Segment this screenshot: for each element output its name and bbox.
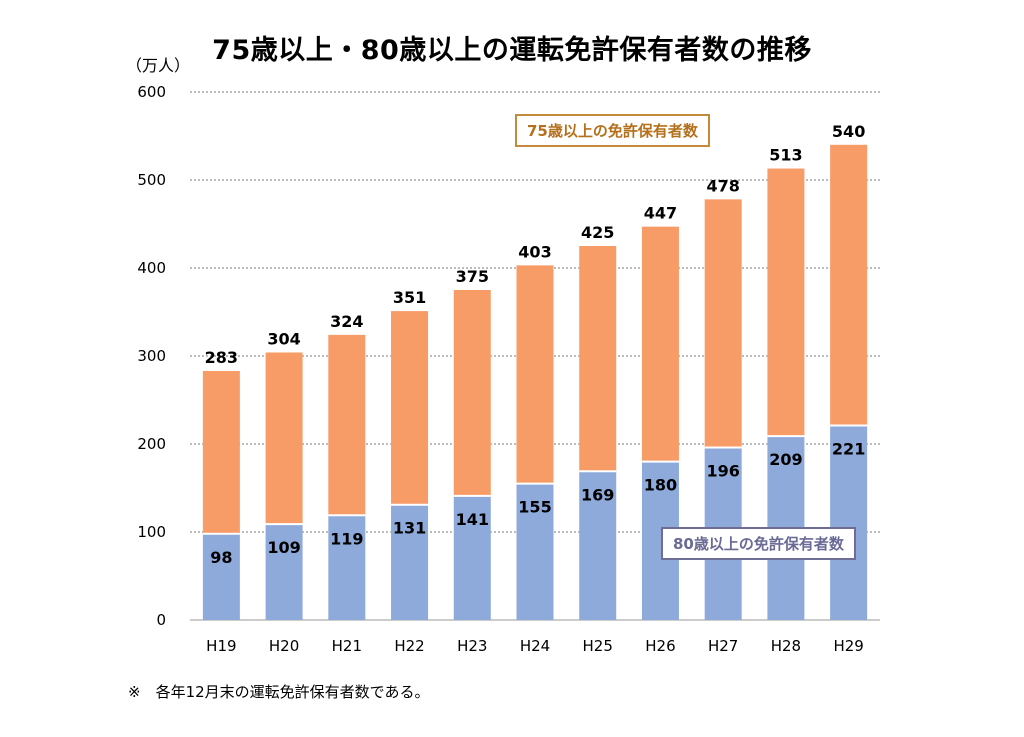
data-label-80-over: 221 xyxy=(832,440,865,459)
data-label-75-over: 304 xyxy=(267,329,300,348)
y-tick-label: 200 xyxy=(137,435,166,453)
data-label-75-over: 425 xyxy=(581,223,614,242)
bar-75-over xyxy=(516,265,554,484)
data-label-80-over: 119 xyxy=(330,529,363,548)
data-label-80-over: 131 xyxy=(393,519,426,538)
y-tick-label: 300 xyxy=(137,347,166,365)
x-tick-label: H23 xyxy=(457,637,487,655)
chart-title: 75歳以上・80歳以上の運転免許保有者数の推移 xyxy=(212,35,812,66)
bar-75-over xyxy=(767,168,805,437)
bar-80-over xyxy=(453,495,491,620)
data-label-75-over: 283 xyxy=(205,348,238,367)
x-tick-label: H24 xyxy=(520,637,550,655)
bar-75-over xyxy=(453,290,491,496)
data-label-75-over: 403 xyxy=(518,242,551,261)
legend-80-over: 80歳以上の免許保有者数 xyxy=(661,527,856,560)
data-label-75-over: 351 xyxy=(393,288,426,307)
x-tick-label: H25 xyxy=(583,637,613,655)
bar-75-over xyxy=(328,334,366,516)
data-label-80-over: 169 xyxy=(581,485,614,504)
y-tick-label: 500 xyxy=(137,171,166,189)
x-tick-label: H26 xyxy=(645,637,675,655)
x-tick-label: H19 xyxy=(206,637,236,655)
data-label-75-over: 324 xyxy=(330,312,363,331)
x-tick-label: H21 xyxy=(332,637,362,655)
y-tick-label: 400 xyxy=(137,259,166,277)
data-label-80-over: 196 xyxy=(706,462,739,481)
bar-75-over xyxy=(579,246,617,472)
bar-75-over xyxy=(830,144,868,426)
bar-80-over xyxy=(328,515,366,620)
data-label-75-over: 375 xyxy=(456,267,489,286)
bar-75-over xyxy=(265,352,303,525)
bar-75-over xyxy=(202,370,240,534)
data-label-80-over: 98 xyxy=(210,548,232,567)
data-label-80-over: 180 xyxy=(644,476,677,495)
bar-75-over xyxy=(641,226,679,462)
bar-80-over xyxy=(579,471,617,620)
data-label-75-over: 447 xyxy=(644,204,677,223)
x-tick-label: H20 xyxy=(269,637,299,655)
footnote: ※ 各年12月末の運転免許保有者数である。 xyxy=(128,683,430,701)
x-tick-label: H27 xyxy=(708,637,738,655)
data-label-80-over: 141 xyxy=(456,510,489,529)
y-tick-label: 100 xyxy=(137,523,166,541)
bar-80-over xyxy=(830,425,868,620)
bar-75-over xyxy=(704,199,742,448)
data-label-80-over: 155 xyxy=(518,498,551,517)
bar-80-over xyxy=(516,483,554,620)
legend-75-over: 75歳以上の免許保有者数 xyxy=(515,114,710,147)
bar-80-over xyxy=(265,524,303,620)
bar-75-over xyxy=(391,311,429,505)
x-tick-label: H22 xyxy=(394,637,424,655)
y-tick-label: 600 xyxy=(137,83,166,101)
y-axis-unit-label: （万人） xyxy=(126,56,191,75)
data-label-75-over: 478 xyxy=(706,176,739,195)
y-tick-label: 0 xyxy=(156,611,166,629)
data-label-75-over: 540 xyxy=(832,122,865,141)
bar-80-over xyxy=(391,504,429,620)
x-tick-label: H29 xyxy=(833,637,863,655)
bar-80-over xyxy=(202,533,240,620)
x-tick-label: H28 xyxy=(771,637,801,655)
data-label-75-over: 513 xyxy=(769,146,802,165)
data-label-80-over: 209 xyxy=(769,450,802,469)
data-label-80-over: 109 xyxy=(267,538,300,557)
